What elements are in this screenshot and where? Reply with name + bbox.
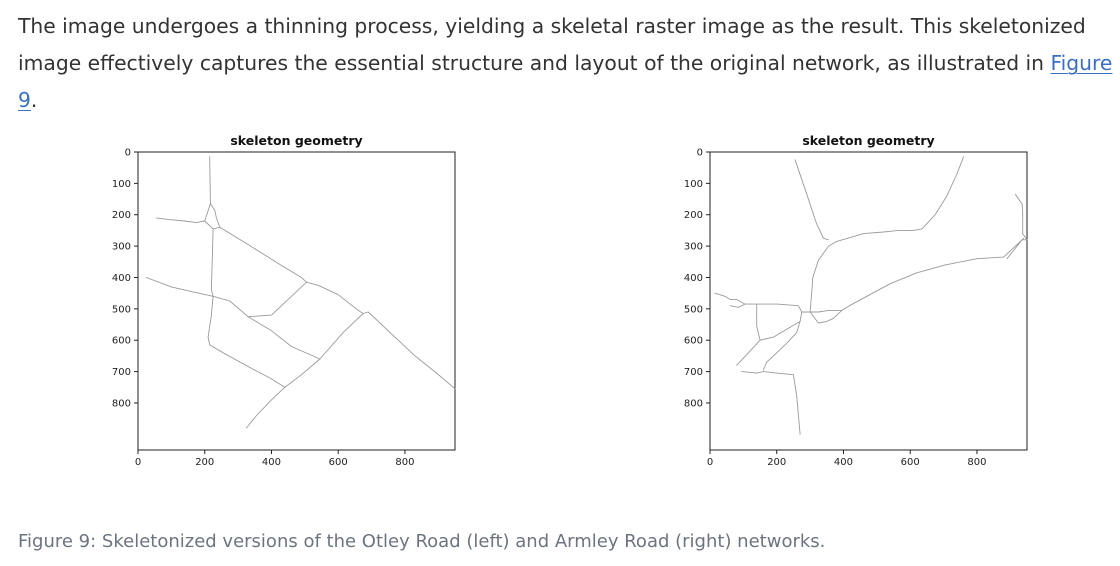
x-tick-label: 0 (707, 457, 713, 468)
y-tick-label: 0 (697, 148, 703, 159)
y-tick-label: 800 (684, 398, 703, 409)
figure-caption: Figure 9: Skeletonized versions of the O… (18, 531, 826, 552)
skeleton-plot-right: skeleton geometry 0 200 400 600 800 0 100 200 300… (684, 133, 1028, 468)
y-tick-label: 600 (684, 336, 703, 347)
y-tick-label: 100 (684, 179, 703, 190)
skeleton-path (756, 303, 801, 371)
plot-frame (137, 151, 456, 451)
x-tick-label: 800 (967, 457, 986, 468)
x-tick-label: 200 (767, 457, 786, 468)
y-tick-label: 300 (112, 242, 131, 253)
skeleton-path (247, 281, 307, 318)
figure-9-link[interactable]: Figure 9 (18, 51, 1113, 112)
skeleton-path (207, 295, 286, 388)
y-tick-label: 400 (112, 273, 131, 284)
skeleton-path (809, 156, 965, 313)
figure-right-armley-road: skeleton geometry 0 200 400 600 800 0 100 200 300… (672, 128, 1032, 473)
paragraph-period: . (30, 88, 38, 112)
paragraph-text: The image undergoes a thinning process, … (18, 14, 1086, 75)
chart-title: skeleton geometry (802, 133, 934, 148)
x-tick-label: 600 (329, 457, 348, 468)
y-tick-label: 600 (112, 336, 131, 347)
y-tick-label: 500 (684, 304, 703, 315)
y-tick-label: 700 (112, 367, 131, 378)
y-tick-label: 400 (684, 273, 703, 284)
y-tick-label: 0 (125, 148, 131, 159)
x-tick-label: 600 (901, 457, 920, 468)
y-tick-label: 800 (112, 398, 131, 409)
y-tick-label: 200 (684, 210, 703, 221)
skeleton-path (219, 226, 307, 283)
skeleton-path (155, 203, 221, 230)
skeleton-path (145, 277, 214, 297)
skeleton-path (284, 313, 364, 388)
skeleton-path (306, 281, 364, 314)
figure-left-otley-road: skeleton geometry 0 200 400 600 800 0 100 200 300… (100, 128, 460, 473)
skeleton-plot-left: skeleton geometry 0 200 400 600 800 0 100 200 300… (112, 133, 456, 468)
skeleton-path (212, 295, 321, 360)
x-tick-label: 400 (834, 457, 853, 468)
y-tick-label: 200 (112, 210, 131, 221)
y-tick-label: 700 (684, 367, 703, 378)
skeleton-path (736, 339, 761, 366)
skeleton-path (799, 309, 843, 324)
plot-frame (709, 151, 1028, 451)
skeleton-path (362, 311, 456, 390)
skeleton-path (245, 386, 286, 429)
y-tick-label: 300 (684, 242, 703, 253)
y-tick-label: 500 (112, 304, 131, 315)
skeleton-path (714, 292, 746, 308)
skeleton-path (209, 156, 211, 205)
x-tick-label: 400 (262, 457, 281, 468)
skeleton-path (741, 371, 801, 435)
skeleton-path (210, 228, 214, 297)
y-tick-label: 100 (112, 179, 131, 190)
body-paragraph: The image undergoes a thinning process, … (18, 8, 1113, 119)
chart-title: skeleton geometry (230, 133, 362, 148)
skeleton-path (794, 159, 829, 241)
x-tick-label: 200 (195, 457, 214, 468)
x-tick-label: 0 (135, 457, 141, 468)
x-tick-label: 800 (395, 457, 414, 468)
skeleton-path (841, 237, 1025, 311)
